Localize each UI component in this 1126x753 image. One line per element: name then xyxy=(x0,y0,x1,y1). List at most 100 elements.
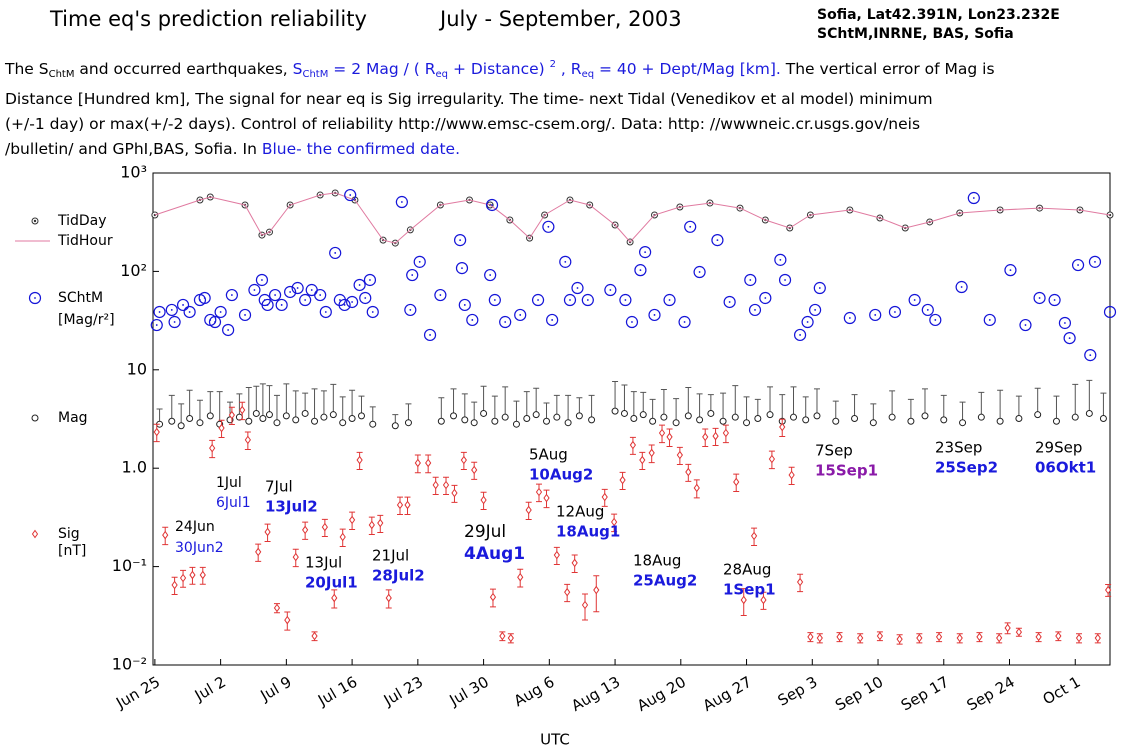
marker-dot xyxy=(874,314,877,316)
marker-ring xyxy=(1004,264,1017,277)
error-bar xyxy=(311,388,318,422)
marker-ring xyxy=(344,188,357,202)
sig-marker xyxy=(571,558,578,568)
marker-ring xyxy=(774,253,787,266)
error-bar xyxy=(743,396,750,423)
sig-marker xyxy=(876,631,884,641)
x-tick-label: Aug 27 xyxy=(700,673,755,715)
marker-dot xyxy=(371,311,374,313)
mag-marker xyxy=(532,411,540,419)
schtm-marker xyxy=(485,198,499,212)
sig-marker xyxy=(302,525,309,535)
mag-marker xyxy=(252,409,260,417)
legend-unit: [nT] xyxy=(58,543,86,559)
error-bar xyxy=(673,398,680,423)
mag-marker xyxy=(696,416,704,424)
marker-dot xyxy=(188,311,191,313)
schtm-marker xyxy=(625,315,639,329)
sig-marker xyxy=(676,450,683,460)
error-bar xyxy=(978,391,985,418)
chart-period: July - September, 2003 xyxy=(438,7,682,31)
schtm-marker xyxy=(222,323,235,337)
error-bar xyxy=(236,393,243,418)
schtm-marker xyxy=(793,328,807,342)
marker-dot xyxy=(728,301,731,303)
marker-ring xyxy=(778,273,792,287)
schtm-marker xyxy=(921,303,934,317)
schtm-marker xyxy=(778,273,792,287)
marker-ring xyxy=(967,191,980,205)
x-tick-label: Aug 13 xyxy=(568,673,623,715)
sig-marker xyxy=(162,530,169,540)
marker-dot xyxy=(310,289,313,291)
tid-marker xyxy=(151,211,159,219)
marker-ring xyxy=(413,255,426,268)
schtm-marker xyxy=(955,280,968,294)
sig-marker xyxy=(712,431,719,441)
schtm-marker xyxy=(1048,293,1061,307)
sig-marker xyxy=(693,483,700,493)
event-date: 12Aug xyxy=(556,503,604,521)
text-span: Distance [Hundred km], The signal for ne… xyxy=(5,90,933,108)
sig-marker xyxy=(517,572,524,582)
marker-ring xyxy=(983,313,996,327)
marker-dot xyxy=(586,299,589,301)
marker-ring xyxy=(813,281,826,295)
schtm-marker xyxy=(571,281,584,295)
sig-marker xyxy=(564,587,571,597)
error-bar xyxy=(1100,392,1107,419)
marker-dot xyxy=(519,314,522,316)
x-tick-label: Jun 25 xyxy=(112,673,163,713)
marker-dot xyxy=(274,294,276,296)
sig-marker xyxy=(648,448,655,458)
marker-ring xyxy=(809,303,822,317)
sig-marker xyxy=(535,487,543,497)
marker-ring xyxy=(488,293,501,307)
text-span: eq xyxy=(435,69,449,80)
x-tick-label: Jul 30 xyxy=(446,673,492,710)
error-bar xyxy=(565,394,572,423)
marker-dot xyxy=(569,299,571,301)
error-bar xyxy=(273,394,280,423)
marker-dot xyxy=(848,317,851,319)
error-bar xyxy=(640,391,647,415)
marker-ring xyxy=(168,315,181,329)
event-date: 29Jul xyxy=(464,522,506,542)
schtm-marker xyxy=(413,255,426,268)
y-tick-label: 10³ xyxy=(120,163,147,182)
description-line: The SChtM and occurred earthquakes, SCht… xyxy=(5,52,1123,87)
sig-marker xyxy=(239,405,246,415)
marker-ring xyxy=(284,285,297,299)
marker-dot xyxy=(411,274,414,276)
schtm-marker xyxy=(559,255,572,268)
marker-dot xyxy=(227,329,230,331)
error-bar xyxy=(196,399,203,423)
marker-ring xyxy=(314,288,327,302)
mag-marker xyxy=(168,417,176,425)
marker-dot xyxy=(418,260,421,263)
marker-ring xyxy=(319,305,332,319)
schtm-marker xyxy=(329,246,342,260)
error-bar xyxy=(461,393,468,420)
marker-ring xyxy=(634,264,647,277)
marker-ring xyxy=(639,246,652,259)
marker-ring xyxy=(908,293,921,307)
marker-dot xyxy=(749,279,752,281)
mag-marker xyxy=(802,416,810,424)
schtm-marker xyxy=(929,313,942,327)
schtm-marker xyxy=(268,288,282,302)
legend-unit: [Mag/r²] xyxy=(58,312,115,328)
marker-dot xyxy=(173,321,176,323)
schtm-marker xyxy=(366,305,379,319)
marker-ring xyxy=(484,268,497,282)
sig-marker xyxy=(816,633,823,643)
prediction-date: 25Sep2 xyxy=(935,459,998,477)
schtm-marker xyxy=(238,308,252,322)
mag-marker xyxy=(996,417,1004,425)
sig-marker xyxy=(581,600,589,610)
marker-ring xyxy=(165,303,178,317)
marker-dot xyxy=(155,324,158,326)
sig-marker xyxy=(935,632,943,642)
marker-ring xyxy=(329,246,342,260)
schtm-marker xyxy=(1004,264,1017,277)
